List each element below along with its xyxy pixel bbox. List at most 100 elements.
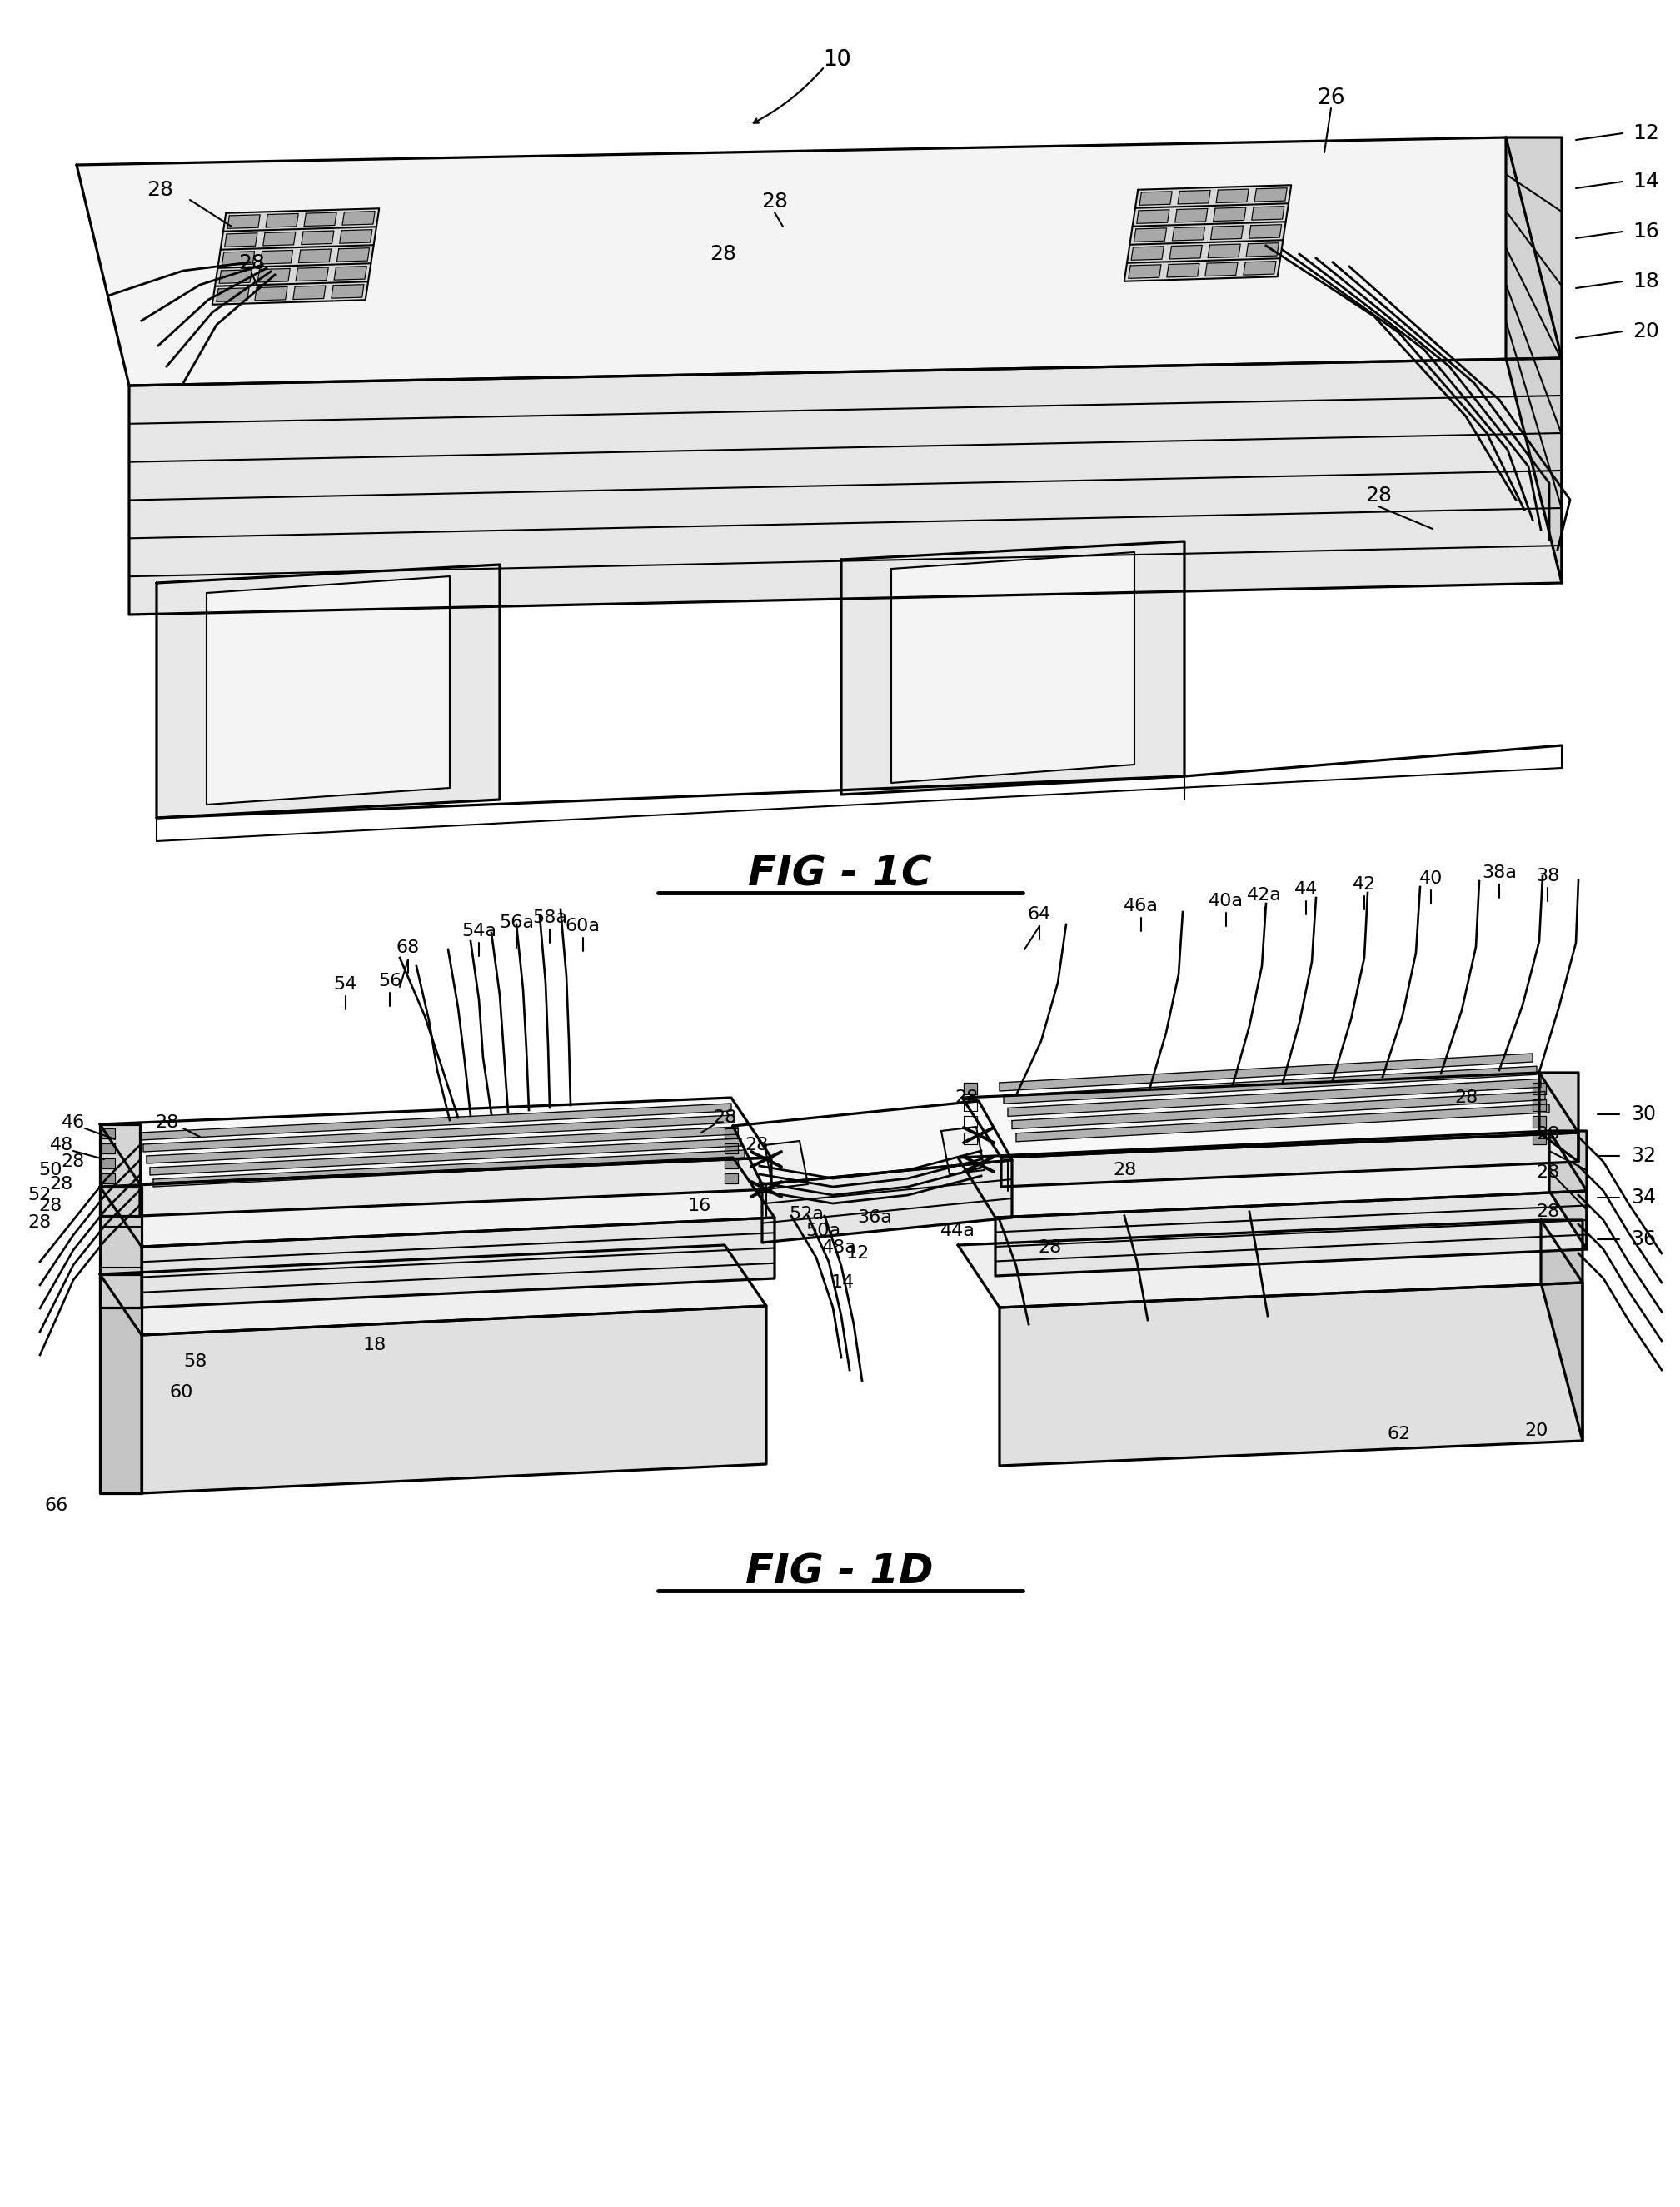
Polygon shape [1131, 247, 1164, 260]
Polygon shape [964, 1132, 978, 1143]
Polygon shape [212, 207, 380, 305]
Polygon shape [1008, 1079, 1541, 1117]
Text: 28: 28 [1038, 1240, 1062, 1256]
Polygon shape [1216, 190, 1248, 203]
Text: 42: 42 [1352, 876, 1376, 894]
Polygon shape [99, 1123, 139, 1216]
Text: 38a: 38a [1482, 865, 1517, 881]
Text: 28: 28 [155, 1115, 178, 1130]
Text: 28: 28 [239, 254, 265, 274]
Polygon shape [1532, 1099, 1546, 1110]
Text: 64: 64 [1028, 907, 1052, 923]
Polygon shape [724, 1128, 738, 1139]
Polygon shape [1124, 185, 1292, 280]
Polygon shape [763, 1161, 1011, 1243]
Text: 28: 28 [62, 1154, 86, 1170]
Polygon shape [1541, 1220, 1583, 1441]
Polygon shape [218, 269, 252, 282]
Text: 56a: 56a [499, 914, 534, 931]
Polygon shape [958, 1130, 1586, 1218]
Text: 68: 68 [396, 940, 420, 956]
Polygon shape [964, 1084, 978, 1095]
Polygon shape [338, 247, 370, 263]
Polygon shape [1016, 1104, 1549, 1141]
Polygon shape [153, 1150, 744, 1187]
Polygon shape [964, 1117, 978, 1128]
Polygon shape [99, 1245, 766, 1335]
Text: 28: 28 [1536, 1203, 1559, 1220]
Polygon shape [1137, 210, 1169, 223]
Polygon shape [1000, 1053, 1532, 1090]
Polygon shape [1255, 188, 1287, 201]
Text: 10: 10 [823, 49, 852, 71]
Polygon shape [1549, 1130, 1586, 1249]
Text: 28: 28 [712, 1110, 736, 1126]
Text: 40: 40 [1420, 870, 1443, 887]
Text: 32: 32 [1631, 1145, 1656, 1165]
Text: 36: 36 [1631, 1229, 1656, 1249]
Text: 38: 38 [1536, 867, 1559, 885]
Polygon shape [339, 230, 373, 243]
Polygon shape [260, 249, 292, 265]
Text: 28: 28 [744, 1137, 768, 1154]
Polygon shape [1532, 1084, 1546, 1095]
Polygon shape [1247, 243, 1278, 256]
Text: 54a: 54a [462, 923, 496, 940]
Polygon shape [1505, 137, 1562, 583]
Polygon shape [99, 1187, 141, 1307]
Text: 46a: 46a [1124, 898, 1159, 914]
Text: 20: 20 [1633, 322, 1660, 342]
Text: 48: 48 [50, 1137, 74, 1154]
Polygon shape [1532, 1117, 1546, 1128]
Polygon shape [1173, 227, 1205, 241]
Polygon shape [964, 1099, 978, 1110]
Polygon shape [143, 1115, 734, 1152]
Polygon shape [1252, 205, 1284, 221]
Polygon shape [217, 287, 249, 302]
Polygon shape [1174, 210, 1208, 223]
Polygon shape [265, 214, 299, 227]
Polygon shape [343, 212, 375, 225]
Text: 28: 28 [1455, 1090, 1478, 1106]
Polygon shape [1011, 1092, 1546, 1130]
Polygon shape [101, 1128, 114, 1139]
Polygon shape [764, 1141, 808, 1187]
Polygon shape [1168, 263, 1200, 278]
Polygon shape [150, 1139, 741, 1174]
Polygon shape [146, 1128, 738, 1163]
Polygon shape [1208, 245, 1240, 258]
Text: 28: 28 [1112, 1161, 1136, 1179]
Polygon shape [1248, 225, 1282, 238]
Polygon shape [129, 358, 1562, 614]
Text: 30: 30 [1631, 1104, 1656, 1123]
Polygon shape [99, 1273, 141, 1494]
Text: 18: 18 [363, 1337, 386, 1353]
Polygon shape [963, 1073, 1579, 1159]
Text: 28: 28 [1536, 1126, 1559, 1143]
Text: 48a: 48a [822, 1240, 857, 1256]
Polygon shape [292, 285, 326, 300]
Polygon shape [724, 1143, 738, 1154]
Text: 50a: 50a [805, 1223, 840, 1240]
Polygon shape [724, 1174, 738, 1183]
Polygon shape [1205, 263, 1238, 276]
Polygon shape [724, 1159, 738, 1168]
Text: 66: 66 [45, 1496, 69, 1514]
Polygon shape [890, 552, 1134, 783]
Text: 60a: 60a [566, 918, 600, 934]
Polygon shape [139, 1104, 731, 1141]
Text: 28: 28 [761, 192, 788, 212]
Text: 16: 16 [687, 1198, 711, 1214]
Text: 52: 52 [29, 1187, 52, 1203]
Polygon shape [141, 1218, 774, 1307]
Polygon shape [299, 249, 331, 263]
Polygon shape [101, 1143, 114, 1154]
Text: 40a: 40a [1208, 894, 1243, 909]
Text: 28: 28 [29, 1214, 52, 1232]
Text: 14: 14 [832, 1273, 855, 1291]
Polygon shape [101, 1174, 114, 1183]
Polygon shape [101, 1159, 114, 1168]
Polygon shape [301, 232, 334, 245]
Text: 58: 58 [183, 1353, 208, 1371]
Polygon shape [732, 1101, 1011, 1185]
